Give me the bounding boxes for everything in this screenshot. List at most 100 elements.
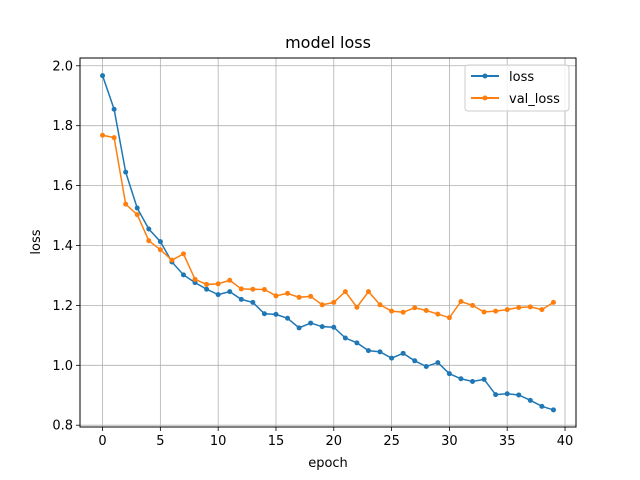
data-point-loss	[215, 292, 221, 298]
ticks: 0 5 10 15 20 25 30 35 40 0.8 1.0 1.2 1.4 1.6 1.8 2.0	[52, 59, 573, 449]
y-tick-label: 1.2	[52, 299, 73, 314]
data-point-val-loss	[146, 238, 152, 244]
data-point-val-loss	[400, 309, 406, 315]
legend-marker-val-loss	[482, 95, 488, 101]
data-point-val-loss	[389, 308, 395, 314]
chart-title: model loss	[285, 33, 371, 52]
x-tick-label: 35	[499, 434, 516, 449]
data-point-loss	[504, 391, 510, 397]
data-point-val-loss	[342, 289, 348, 295]
data-point-val-loss	[516, 304, 522, 310]
data-point-loss	[123, 169, 129, 175]
data-point-val-loss	[273, 293, 279, 299]
x-tick-label: 30	[441, 434, 458, 449]
y-tick-label: 1.8	[52, 119, 73, 134]
data-point-val-loss	[285, 290, 291, 296]
data-point-loss	[481, 376, 487, 382]
data-point-val-loss	[238, 286, 244, 292]
data-point-loss	[296, 325, 302, 331]
data-point-val-loss	[123, 201, 129, 207]
series-layer	[100, 73, 556, 413]
data-point-val-loss	[446, 315, 452, 321]
data-point-val-loss	[539, 307, 545, 313]
data-point-loss	[180, 272, 186, 278]
data-point-val-loss	[481, 309, 487, 315]
legend: loss val_loss	[464, 64, 570, 112]
y-tick-label: 1.6	[52, 179, 73, 194]
series-line-val-loss	[102, 134, 554, 319]
data-point-val-loss	[157, 247, 163, 253]
data-point-val-loss	[261, 287, 267, 293]
data-point-val-loss	[470, 302, 476, 308]
data-point-val-loss	[319, 302, 325, 308]
data-point-val-loss	[192, 276, 198, 282]
data-point-val-loss	[100, 132, 106, 138]
data-point-loss	[146, 226, 152, 232]
y-axis-label: loss	[29, 229, 44, 254]
data-point-loss	[527, 397, 533, 403]
x-axis-label: epoch	[308, 456, 348, 471]
data-point-loss	[400, 350, 406, 356]
data-point-loss	[516, 392, 522, 398]
data-point-loss	[285, 315, 291, 321]
x-tick-label: 25	[383, 434, 400, 449]
data-point-loss	[261, 311, 267, 317]
data-point-val-loss	[504, 307, 510, 313]
data-point-loss	[423, 363, 429, 369]
data-point-loss	[157, 239, 163, 245]
data-point-val-loss	[180, 251, 186, 257]
data-point-loss	[389, 355, 395, 361]
data-point-val-loss	[354, 304, 360, 310]
data-point-loss	[204, 286, 210, 292]
data-point-loss	[111, 106, 117, 112]
data-point-loss	[493, 392, 499, 398]
data-point-loss	[354, 340, 360, 346]
data-point-loss	[331, 324, 337, 330]
data-point-loss	[365, 348, 371, 354]
data-point-val-loss	[550, 299, 556, 305]
y-tick-label: 1.4	[52, 239, 73, 254]
x-tick-label: 15	[268, 434, 285, 449]
data-point-loss	[308, 320, 314, 326]
data-point-loss	[539, 403, 545, 409]
axes-background	[80, 58, 576, 427]
data-point-val-loss	[435, 311, 441, 317]
data-point-loss	[470, 378, 476, 384]
data-point-loss	[550, 407, 556, 413]
data-point-val-loss	[227, 277, 233, 283]
data-point-val-loss	[204, 281, 210, 287]
data-point-loss	[435, 360, 441, 366]
legend-marker-loss	[482, 73, 488, 79]
plot-area	[80, 58, 576, 427]
data-point-val-loss	[250, 286, 256, 292]
x-tick-label: 5	[156, 434, 164, 449]
data-point-val-loss	[423, 307, 429, 313]
data-point-val-loss	[527, 304, 533, 310]
data-point-val-loss	[169, 257, 175, 263]
legend-label-loss: loss	[509, 70, 534, 85]
x-tick-label: 0	[98, 434, 106, 449]
data-point-val-loss	[493, 308, 499, 314]
data-point-loss	[227, 289, 233, 295]
data-point-loss	[458, 376, 464, 382]
data-point-val-loss	[331, 299, 337, 305]
y-tick-label: 0.8	[52, 419, 73, 434]
data-point-val-loss	[111, 135, 117, 141]
data-point-val-loss	[308, 293, 314, 299]
data-point-loss	[319, 324, 325, 330]
legend-label-val-loss: val_loss	[509, 92, 560, 107]
data-point-loss	[238, 296, 244, 302]
y-tick-label: 1.0	[52, 359, 73, 374]
data-point-loss	[377, 349, 383, 355]
data-point-val-loss	[215, 281, 221, 287]
data-point-loss	[342, 335, 348, 341]
data-point-val-loss	[365, 289, 371, 295]
data-point-loss	[134, 205, 140, 211]
axes-frame	[79, 57, 577, 428]
data-point-loss	[100, 73, 106, 79]
data-point-val-loss	[296, 294, 302, 300]
grid-lines	[80, 58, 576, 427]
y-tick-label: 2.0	[52, 59, 73, 74]
data-point-loss	[273, 311, 279, 317]
